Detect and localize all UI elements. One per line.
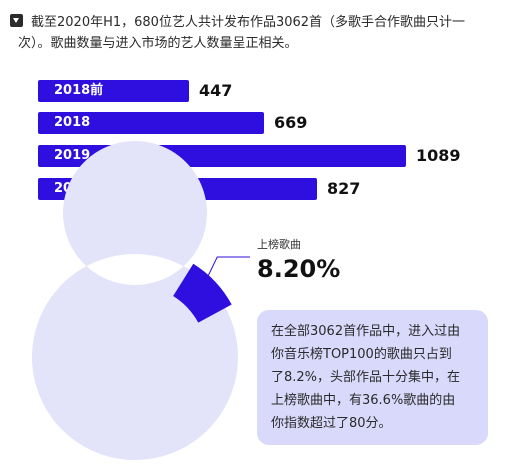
bar-row: 2018前 447 (38, 80, 249, 102)
note-line: 你音乐榜TOP100的歌曲只占到 (271, 347, 452, 362)
bar-category-label: 2019 (54, 148, 91, 163)
note-line: 在全部3062首作品中，进入过由 (271, 324, 461, 339)
bar: 2018前 (38, 80, 189, 102)
note-line: 你指数超过了80分。 (271, 416, 392, 431)
intro-text: 截至2020年H1，680位艺人共计发布作品3062首（多歌手合作歌曲只计一 次… (10, 12, 502, 54)
intro-line-1-text: 截至2020年H1，680位艺人共计发布作品3062首（多歌手合作歌曲只计一 (31, 15, 466, 30)
callout-label: 上榜歌曲 (257, 238, 301, 251)
summary-note-text: 在全部3062首作品中，进入过由 你音乐榜TOP100的歌曲只占到 了8.2%，… (271, 320, 479, 435)
summary-note: 在全部3062首作品中，进入过由 你音乐榜TOP100的歌曲只占到 了8.2%，… (257, 310, 488, 445)
callout-leader-line (204, 256, 250, 282)
intro-line-2: 次）。歌曲数量与进入市场的艺人数量呈正相关。 (18, 36, 298, 51)
bar-value-label: 827 (327, 179, 361, 198)
note-line: 上榜歌曲中，有36.6%歌曲的由 (271, 393, 456, 408)
collapse-triangle-icon[interactable] (10, 14, 23, 27)
bar-category-label: 2018 (54, 115, 91, 130)
bar-category-label: 2018前 (54, 83, 104, 98)
bar-value-label: 447 (199, 81, 233, 100)
bar: 2018 (38, 112, 264, 134)
intro-line-1: 截至2020年H1，680位艺人共计发布作品3062首（多歌手合作歌曲只计一 (10, 12, 502, 33)
bar-row: 2018 669 (38, 112, 324, 134)
callout-value: 8.20% (257, 255, 341, 283)
bar-value-label: 1089 (416, 146, 461, 165)
bar-value-label: 669 (274, 113, 308, 132)
donut-slice-highlight (173, 263, 232, 323)
donut-slice-rest (31, 140, 238, 460)
donut-callout: 上榜歌曲 8.20% (257, 237, 357, 283)
note-line: 了8.2%，头部作品十分集中，在 (271, 370, 461, 385)
